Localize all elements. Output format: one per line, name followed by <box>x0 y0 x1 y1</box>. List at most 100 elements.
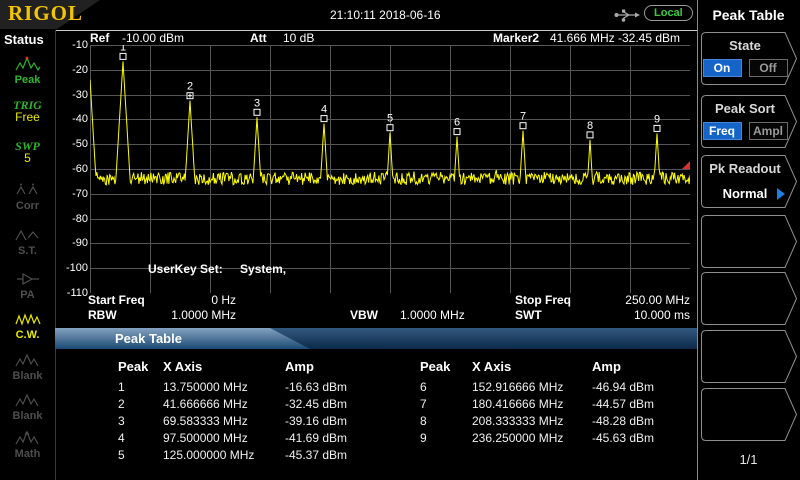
peak-table-cell-freq: 97.500000 MHz <box>163 431 248 445</box>
y-axis-tick-label: -100 <box>65 262 88 275</box>
sidebar-item-peak: Peak <box>0 56 55 86</box>
sidebar-item-value: Free <box>15 110 40 124</box>
peak-table-cell-amp: -32.45 dBm <box>285 397 348 411</box>
menu-state[interactable]: State On Off <box>701 32 797 85</box>
topbar-divider <box>55 30 697 31</box>
state-on-button[interactable]: On <box>702 59 742 77</box>
peak-table-cell-amp: -48.28 dBm <box>592 414 655 428</box>
sidebar-item-label: Blank <box>12 410 43 422</box>
sidebar-item-label: Corr <box>15 200 40 212</box>
rbw-value: 1.0000 MHz <box>171 308 236 322</box>
panel-title: Peak Table <box>712 7 785 23</box>
sidebar-item-corr: Corr <box>0 182 55 212</box>
peak-table-cell-freq: 180.416666 MHz <box>472 397 564 411</box>
peak-table-header: Peak <box>420 359 451 374</box>
sidebar-item-blank2: Blank <box>0 392 55 422</box>
marker-label: Marker2 <box>493 31 540 45</box>
y-axis-tick-label: -90 <box>72 237 88 250</box>
sidebar-item-label: Peak <box>14 74 41 86</box>
rigol-logo: RIGOL <box>8 1 84 25</box>
menu-empty-3[interactable] <box>701 330 797 383</box>
peak-table-cell-freq: 41.666666 MHz <box>163 397 248 411</box>
stop-freq-label: Stop Freq <box>515 293 571 307</box>
marker-3 <box>253 108 261 116</box>
sidebar-item-label: PA <box>20 289 35 301</box>
sidebar-item-trig: TRIG Free <box>0 99 55 123</box>
swt-value: 10.000 ms <box>633 308 690 322</box>
stop-freq-value: 250.00 MHz <box>625 293 690 307</box>
peak-number-label: 3 <box>254 97 260 109</box>
peak-table-cell-amp: -45.63 dBm <box>592 431 655 445</box>
sidebar-item-value: 5 <box>24 151 31 165</box>
page-indicator: 1/1 <box>739 452 758 467</box>
y-axis-tick-label: -50 <box>72 138 88 151</box>
sort-ampl-button[interactable]: Ampl <box>748 122 788 140</box>
marker-5 <box>386 124 394 132</box>
peak-table-cell-freq: 152.916666 MHz <box>472 380 564 394</box>
sidebar-item-st: S.T. <box>0 227 55 257</box>
y-axis-tick-label: -40 <box>72 113 88 126</box>
y-axis-tick-label: -30 <box>72 88 88 101</box>
banner-ribbon <box>55 328 310 349</box>
menu-empty-1[interactable] <box>701 215 797 268</box>
waveform-st-icon <box>14 229 38 241</box>
sidebar-item-cw: C.W. <box>0 311 55 341</box>
peak-table-cell-n: 3 <box>118 414 125 428</box>
peak-table-header: X Axis <box>163 359 203 374</box>
y-axis-tick-label: -10 <box>72 39 88 51</box>
peak-number-label: 4 <box>321 104 327 116</box>
menu-empty-4[interactable] <box>701 388 797 441</box>
y-axis-tick-label: -80 <box>72 212 88 225</box>
menu-peak-sort[interactable]: Peak Sort Freq Ampl <box>701 95 797 148</box>
sidebar-item-label: Math <box>14 448 41 460</box>
peak-number-label: 8 <box>587 120 593 132</box>
start-freq-label: Start Freq <box>88 293 145 307</box>
pk-readout-label: Pk Readout <box>709 161 781 176</box>
marker-amp: -32.45 dBm <box>618 31 681 45</box>
menu-box-outline <box>701 155 797 208</box>
local-status-badge: Local <box>644 5 693 21</box>
menu-pk-readout[interactable]: Pk Readout Normal <box>701 155 797 208</box>
vbw-value: 1.0000 MHz <box>400 308 465 322</box>
submenu-arrow-icon <box>777 188 785 200</box>
userkey-message: UserKey Set: System, <box>148 262 287 276</box>
marker-freq: 41.666 MHz <box>550 31 615 45</box>
usb-icon <box>614 9 640 22</box>
sidebar-item-label: Blank <box>12 370 43 382</box>
peak-table-cell-n: 7 <box>420 397 427 411</box>
peak-number-label: 9 <box>654 113 660 125</box>
peak-table-header: Peak <box>118 359 149 374</box>
marker-7 <box>519 122 527 130</box>
sidebar-item-label: SWP <box>15 139 40 153</box>
peak-table-cell-n: 8 <box>420 414 427 428</box>
peak-table-cell-amp: -16.63 dBm <box>285 380 348 394</box>
sidebar-item-label: C.W. <box>15 329 40 341</box>
ref-label: Ref <box>90 31 110 45</box>
menu-box-outline <box>701 272 797 325</box>
sidebar-item-swp: SWP 5 <box>0 140 55 164</box>
menu-empty-2[interactable] <box>701 272 797 325</box>
menu-box-outline <box>701 330 797 383</box>
att-value: 10 dB <box>283 31 315 45</box>
peak-table-cell-n: 2 <box>118 397 125 411</box>
peak-number-label: 6 <box>454 117 460 129</box>
state-off-button[interactable]: Off <box>748 59 788 77</box>
sort-freq-button[interactable]: Freq <box>702 122 742 140</box>
marker-8 <box>586 131 594 139</box>
menu-box-outline <box>701 388 797 441</box>
peak-table-cell-amp: -44.57 dBm <box>592 397 655 411</box>
state-label: State <box>729 38 761 53</box>
peak-table-header: Amp <box>592 359 621 374</box>
y-axis-tick-label: -20 <box>72 63 88 76</box>
waveform-cw-icon <box>14 313 41 326</box>
sidebar-item-label: S.T. <box>18 245 37 257</box>
peak-number-label: 7 <box>520 111 526 123</box>
peak-table-cell-freq: 13.750000 MHz <box>163 380 248 394</box>
marker-4 <box>320 115 328 123</box>
peak-table-cell-n: 5 <box>118 448 125 462</box>
waveform-peak-icon <box>14 56 40 72</box>
preamp-icon <box>16 272 39 286</box>
peak-table-header: X Axis <box>472 359 512 374</box>
peak-table-banner: Peak Table <box>55 328 697 349</box>
